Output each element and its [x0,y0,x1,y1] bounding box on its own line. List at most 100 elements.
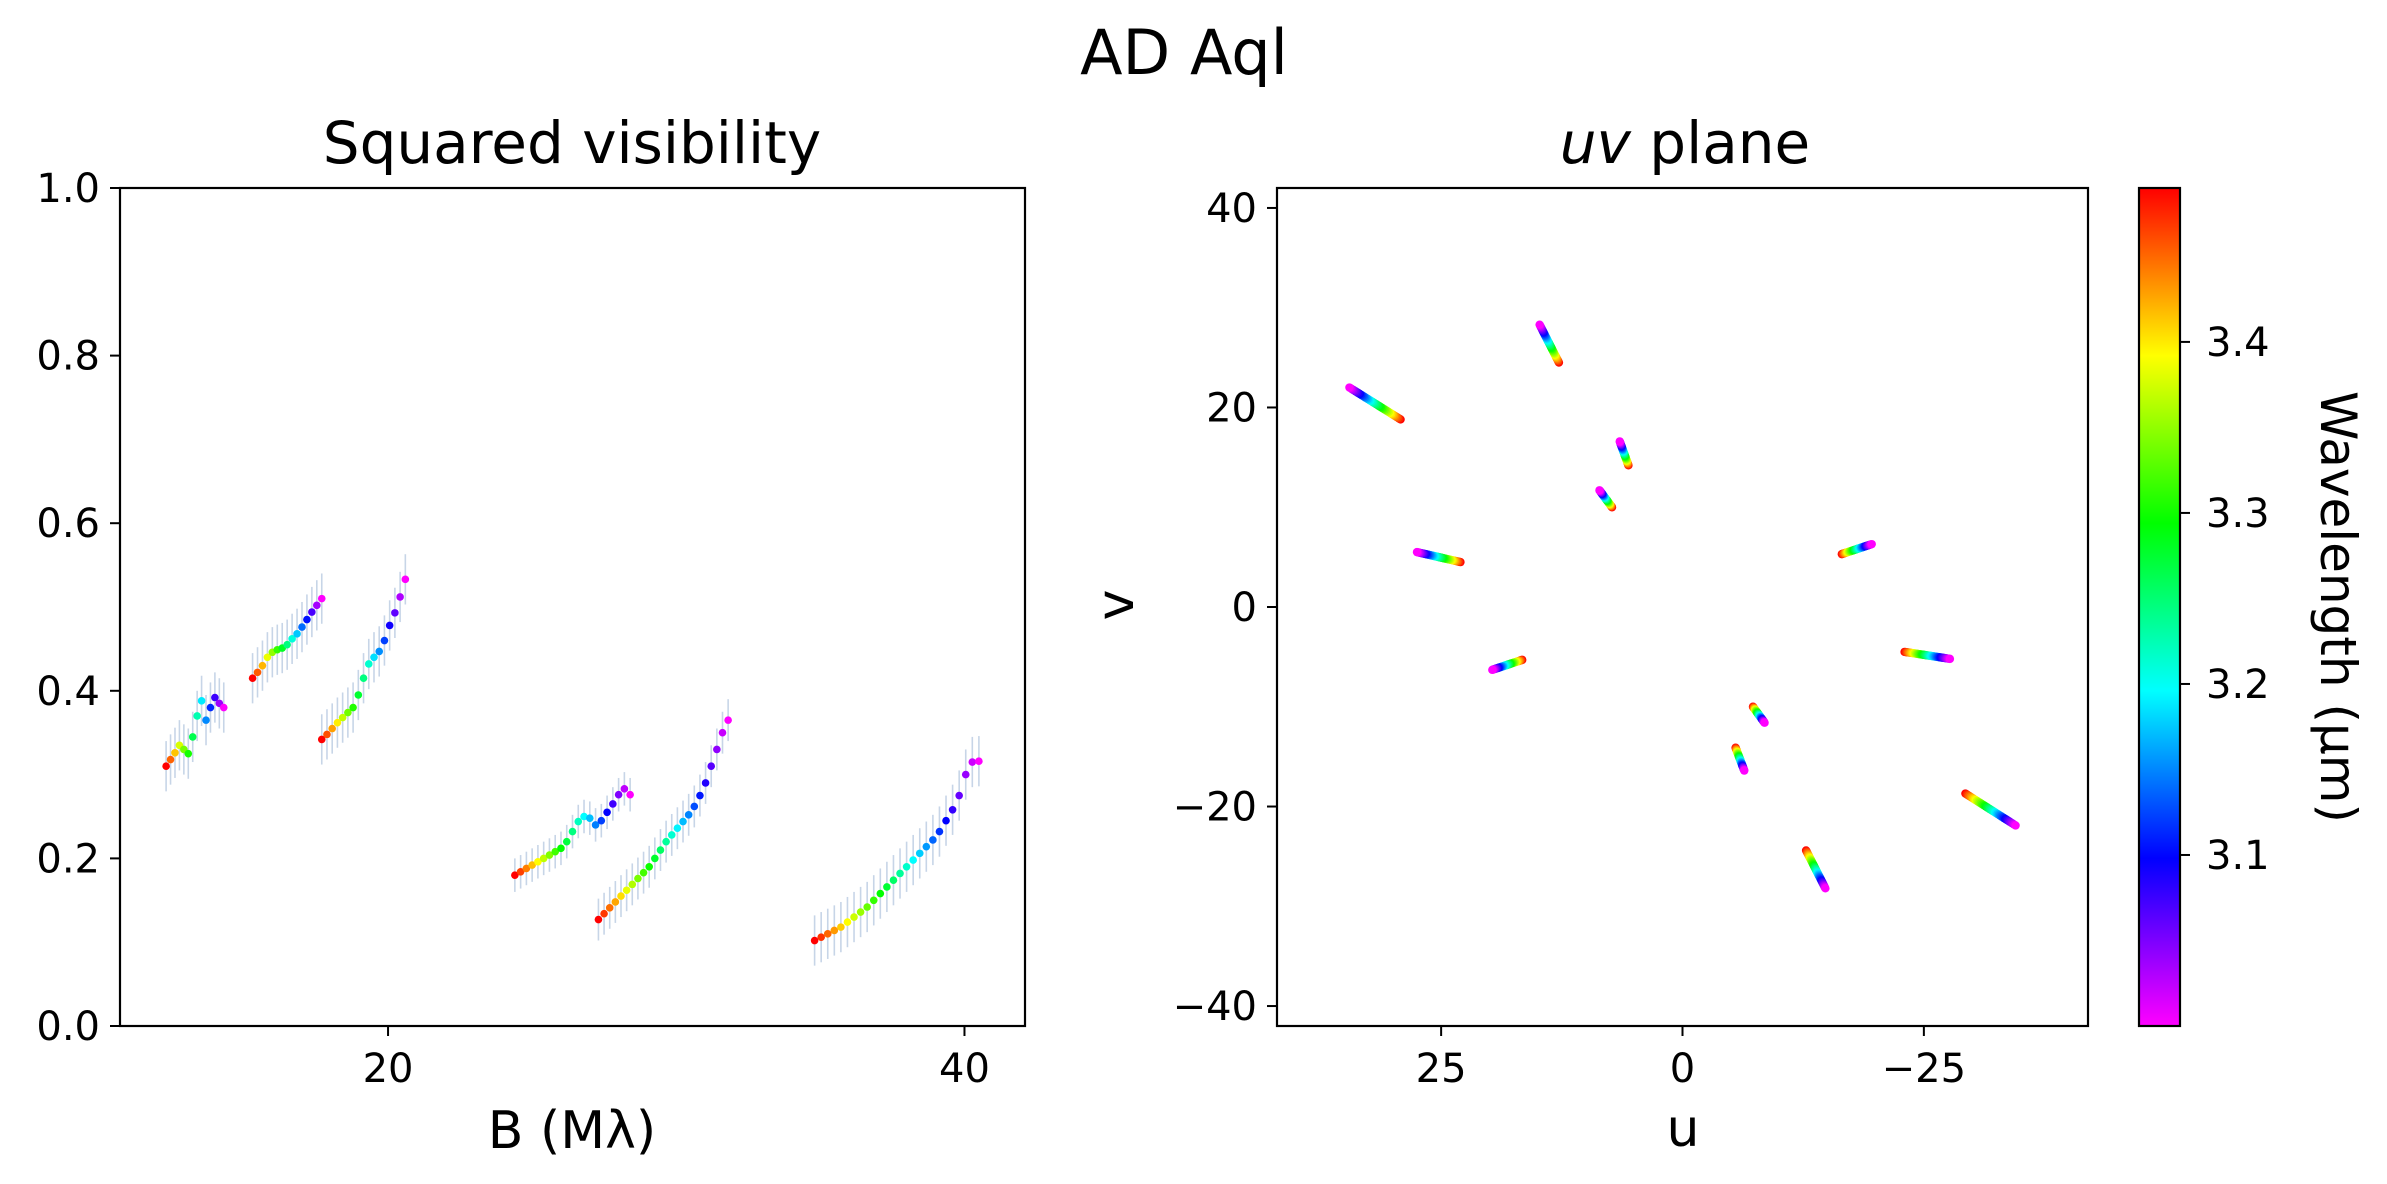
colorbar-tick-label: 3.1 [2206,833,2270,879]
visibility-point [656,846,665,854]
visibility-point [562,837,571,846]
visibility-point [942,816,950,825]
visibility-point [955,791,963,800]
visibility-point [591,821,600,829]
visibility-point [184,749,193,758]
visibility-point [701,779,710,787]
visibility-point [611,898,620,906]
visibility-point [922,842,931,851]
visibility-point [248,674,257,683]
visibility-point [843,918,852,926]
visibility-point [902,862,911,871]
colorbar-ticks: 3.1 3.2 3.3 3.4 [2180,320,2270,879]
y-tick-label: 0.4 [36,669,100,715]
visibility-point [935,827,944,836]
visibility-point [317,735,326,744]
visibility-point [863,903,871,911]
visibility-point [516,868,525,876]
figure-title: AD Aql [1080,16,1288,89]
v-axis-label: v [1086,590,1146,621]
visibility-point [288,635,296,643]
visibility-point [639,868,648,877]
visibility-point [545,851,554,859]
visibility-point [876,889,885,898]
uv-point [1615,437,1624,446]
visibility-point [626,790,634,799]
visibility-point [349,703,357,712]
visibility-point [253,668,262,677]
visibility-point [896,869,904,878]
visibility-point [690,802,699,811]
u-tick-label: −25 [1882,1046,1966,1092]
visibility-point [380,636,389,645]
visibility-point [522,864,531,873]
visibility-point [193,712,201,720]
visibility-point [197,697,206,705]
y-tick-label: 1.0 [36,166,100,212]
visibility-point [707,762,716,771]
squared-visibility-title: Squared visibility [323,109,821,177]
visibility-point [354,691,363,699]
visibility-point [551,847,560,856]
visibility-point [961,770,970,779]
visibility-point [600,909,608,918]
visibility-point [568,827,577,836]
y-tick-label: 0.8 [36,334,100,380]
visibility-point [557,844,565,853]
visibility-point [929,836,937,844]
uv-point [1821,884,1830,893]
visibility-point [511,871,519,879]
uv-point [1760,718,1769,727]
visibility-point [313,601,321,610]
visibility-point [293,630,301,638]
visibility-point [211,693,219,702]
visibility-point [580,812,588,821]
visibility-point [628,880,637,889]
visibility-point [622,886,631,895]
visibility-point [338,713,347,722]
y-tick-label: 0.6 [36,501,100,547]
colorbar-tick-label: 3.4 [2206,320,2270,366]
visibility-point [817,933,825,941]
colorbar-label: Wavelength (μm) [2309,391,2367,823]
visibility-point [219,703,228,712]
x-axis-label: B (Mλ) [488,1101,656,1161]
visibility-point [883,883,891,891]
visibility-point [614,790,623,799]
visibility-point [713,745,721,754]
visibility-point [850,913,858,921]
visibility-point [869,896,878,905]
uv-point [1740,766,1749,775]
visibility-point [323,730,331,739]
visibility-point [645,862,653,871]
visibility-point [679,817,687,826]
visibility-point [968,758,977,766]
squared-visibility-panel: Squared visibility 0.0 0.2 0.4 0.6 0.8 1.0 20… [36,109,1027,1161]
visibility-point [662,837,670,846]
colorbar: 3.1 3.2 3.3 3.4 Wavelength (μm) [2137,186,2367,1028]
visibility-point [667,831,676,839]
visibility-point [202,716,210,724]
v-axis: 40 20 0 −20 −40 [1173,186,1277,1030]
visibility-point [889,876,898,884]
visibility-point [603,808,611,817]
visibility-point [856,908,865,916]
uv-point [1488,665,1497,675]
visibility-point [684,811,693,819]
visibility-point [605,904,614,912]
visibility-point [188,733,197,741]
colorbar-tick-label: 3.2 [2206,662,2270,708]
visibility-point [166,755,175,764]
visibility-point [909,856,917,864]
visibility-point [620,785,629,793]
x-axis: 20 40 [363,1026,990,1092]
uv-point [2011,821,2020,830]
visibility-point [391,609,399,617]
uv-point [1945,654,1955,664]
v-tick-label: −40 [1173,984,1257,1030]
visibility-point [539,854,548,863]
visibility-point [594,915,603,924]
v-tick-label: −20 [1173,785,1257,831]
y-axis: 0.0 0.2 0.4 0.6 0.8 1.0 [36,166,120,1050]
visibility-point [364,660,373,668]
